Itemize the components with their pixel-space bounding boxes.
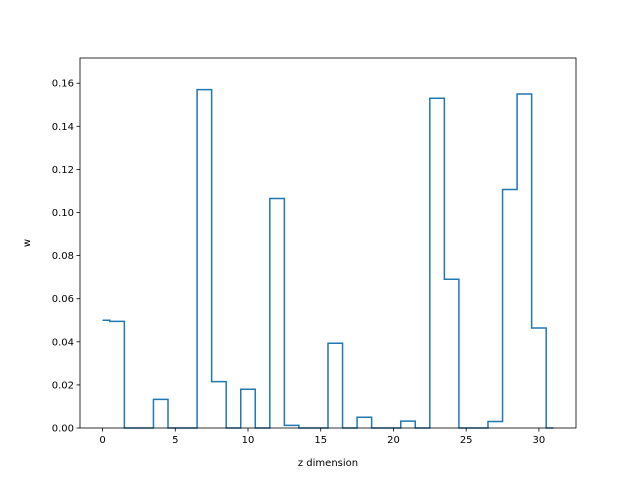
x-axis-ticks: 0 5 10 15 20 25 30 (99, 428, 545, 446)
plot-frame (79, 57, 577, 429)
x-axis-label: z dimension (298, 458, 358, 469)
x-tick-label: 15 (314, 435, 327, 446)
y-tick-label: 0.08 (52, 251, 74, 262)
y-tick-label: 0.04 (52, 337, 74, 348)
x-tick-label: 0 (99, 435, 105, 446)
y-tick-label: 0.14 (52, 122, 74, 133)
y-tick-label: 0.12 (52, 165, 74, 176)
y-axis-ticks: 0.00 0.02 0.04 0.06 0.08 0.10 0.12 0.14 0.16 (52, 79, 80, 435)
y-axis-label: w (22, 239, 33, 247)
y-tick-label: 0.16 (52, 79, 74, 90)
x-tick-label: 20 (387, 435, 400, 446)
x-tick-label: 30 (533, 435, 546, 446)
x-tick-label: 10 (242, 435, 255, 446)
y-tick-label: 0.00 (52, 424, 74, 435)
x-tick-label: 5 (172, 435, 178, 446)
y-tick-label: 0.06 (52, 294, 74, 305)
y-tick-label: 0.10 (52, 208, 74, 219)
y-tick-label: 0.02 (52, 380, 74, 391)
x-tick-label: 25 (460, 435, 473, 446)
